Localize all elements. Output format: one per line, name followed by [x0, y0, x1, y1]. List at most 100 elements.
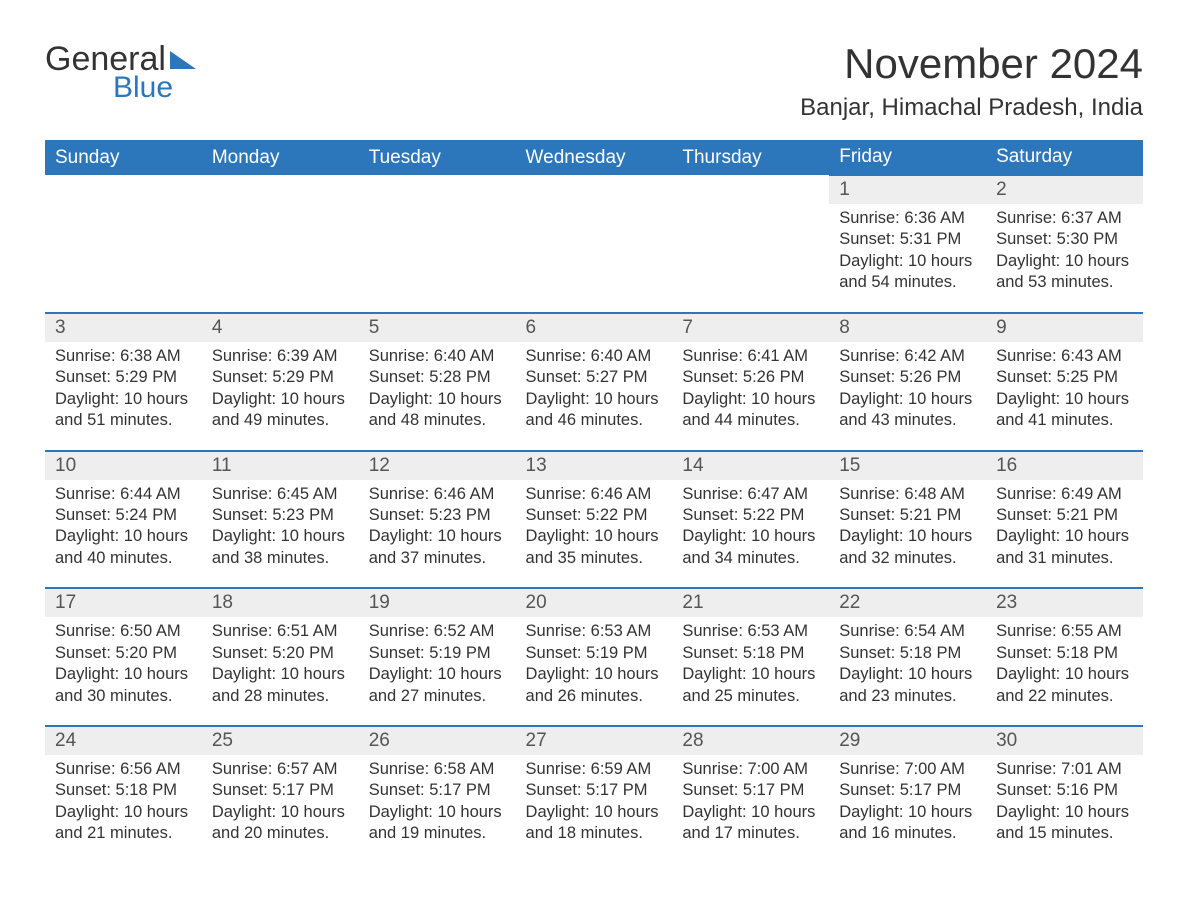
calendar-cell: 5 Sunrise: 6:40 AMSunset: 5:28 PMDaylight…	[359, 313, 516, 451]
calendar-cell-blank	[516, 175, 673, 313]
day-info: Sunrise: 6:45 AMSunset: 5:23 PMDaylight:…	[212, 484, 349, 570]
calendar-cell: 14 Sunrise: 6:47 AMSunset: 5:22 PMDayligh…	[672, 451, 829, 589]
calendar-cell-blank	[45, 175, 202, 313]
calendar-cell: 11 Sunrise: 6:45 AMSunset: 5:23 PMDayligh…	[202, 451, 359, 589]
day-number: 18	[202, 589, 359, 617]
calendar-cell: 17 Sunrise: 6:50 AMSunset: 5:20 PMDayligh…	[45, 588, 202, 726]
calendar-cell: 16 Sunrise: 6:49 AMSunset: 5:21 PMDayligh…	[986, 451, 1143, 589]
calendar-cell-blank	[202, 175, 359, 313]
day-number: 20	[516, 589, 673, 617]
calendar-cell: 28 Sunrise: 7:00 AMSunset: 5:17 PMDayligh…	[672, 726, 829, 863]
day-number: 28	[672, 727, 829, 755]
day-number: 26	[359, 727, 516, 755]
day-info: Sunrise: 6:52 AMSunset: 5:19 PMDaylight:…	[369, 621, 506, 707]
calendar-cell: 20 Sunrise: 6:53 AMSunset: 5:19 PMDayligh…	[516, 588, 673, 726]
calendar-cell: 13Sunrise: 6:46 AMSunset: 5:22 PMDayligh…	[516, 451, 673, 589]
calendar-week-row: 3Sunrise: 6:38 AMSunset: 5:29 PMDaylight…	[45, 313, 1143, 451]
day-header: Wednesday	[516, 140, 673, 175]
day-number: 3	[45, 314, 202, 342]
calendar-cell: 30 Sunrise: 7:01 AMSunset: 5:16 PMDayligh…	[986, 726, 1143, 863]
day-info: Sunrise: 6:53 AMSunset: 5:18 PMDaylight:…	[682, 621, 819, 707]
day-info: Sunrise: 6:48 AMSunset: 5:21 PMDaylight:…	[839, 484, 976, 570]
calendar-week-row: 17 Sunrise: 6:50 AMSunset: 5:20 PMDayligh…	[45, 588, 1143, 726]
logo-triangle-icon	[170, 51, 196, 69]
logo: General Blue	[45, 40, 196, 105]
day-number: 27	[516, 727, 673, 755]
calendar-cell: 22 Sunrise: 6:54 AMSunset: 5:18 PMDayligh…	[829, 588, 986, 726]
title-block: November 2024 Banjar, Himachal Pradesh, …	[800, 40, 1143, 122]
calendar-cell: 26Sunrise: 6:58 AMSunset: 5:17 PMDayligh…	[359, 726, 516, 863]
day-number: 7	[672, 314, 829, 342]
day-header: Saturday	[986, 140, 1143, 175]
day-header-row: SundayMondayTuesdayWednesdayThursdayFrid…	[45, 140, 1143, 175]
day-info: Sunrise: 7:01 AMSunset: 5:16 PMDaylight:…	[996, 759, 1133, 845]
calendar-cell-blank	[672, 175, 829, 313]
day-info: Sunrise: 6:42 AMSunset: 5:26 PMDaylight:…	[839, 346, 976, 432]
calendar-cell: 7 Sunrise: 6:41 AMSunset: 5:26 PMDaylight…	[672, 313, 829, 451]
day-info: Sunrise: 6:37 AMSunset: 5:30 PMDaylight:…	[996, 208, 1133, 294]
day-info: Sunrise: 6:59 AMSunset: 5:17 PMDaylight:…	[526, 759, 663, 845]
day-number: 30	[986, 727, 1143, 755]
page-header: General Blue November 2024 Banjar, Himac…	[45, 40, 1143, 122]
calendar-cell: 8 Sunrise: 6:42 AMSunset: 5:26 PMDaylight…	[829, 313, 986, 451]
calendar-week-row: 24 Sunrise: 6:56 AMSunset: 5:18 PMDayligh…	[45, 726, 1143, 863]
calendar-cell: 10 Sunrise: 6:44 AMSunset: 5:24 PMDayligh…	[45, 451, 202, 589]
day-number: 24	[45, 727, 202, 755]
day-info: Sunrise: 7:00 AMSunset: 5:17 PMDaylight:…	[839, 759, 976, 845]
day-header: Friday	[829, 140, 986, 175]
day-header: Thursday	[672, 140, 829, 175]
day-number: 14	[672, 452, 829, 480]
day-number: 15	[829, 452, 986, 480]
day-info: Sunrise: 6:50 AMSunset: 5:20 PMDaylight:…	[55, 621, 192, 707]
calendar-cell: 19 Sunrise: 6:52 AMSunset: 5:19 PMDayligh…	[359, 588, 516, 726]
day-number: 4	[202, 314, 359, 342]
day-number: 6	[516, 314, 673, 342]
calendar-cell: 15 Sunrise: 6:48 AMSunset: 5:21 PMDayligh…	[829, 451, 986, 589]
day-info: Sunrise: 6:47 AMSunset: 5:22 PMDaylight:…	[682, 484, 819, 570]
day-info: Sunrise: 6:41 AMSunset: 5:26 PMDaylight:…	[682, 346, 819, 432]
day-info: Sunrise: 6:39 AMSunset: 5:29 PMDaylight:…	[212, 346, 349, 432]
calendar-cell: 23 Sunrise: 6:55 AMSunset: 5:18 PMDayligh…	[986, 588, 1143, 726]
calendar-cell: 21 Sunrise: 6:53 AMSunset: 5:18 PMDayligh…	[672, 588, 829, 726]
calendar-cell: 24 Sunrise: 6:56 AMSunset: 5:18 PMDayligh…	[45, 726, 202, 863]
day-info: Sunrise: 6:43 AMSunset: 5:25 PMDaylight:…	[996, 346, 1133, 432]
day-number: 23	[986, 589, 1143, 617]
day-info: Sunrise: 6:54 AMSunset: 5:18 PMDaylight:…	[839, 621, 976, 707]
day-number: 19	[359, 589, 516, 617]
day-number: 1	[829, 176, 986, 204]
logo-text-blue: Blue	[113, 71, 173, 105]
day-info: Sunrise: 6:46 AMSunset: 5:22 PMDaylight:…	[526, 484, 663, 570]
day-number: 12	[359, 452, 516, 480]
day-info: Sunrise: 6:40 AMSunset: 5:28 PMDaylight:…	[369, 346, 506, 432]
day-info: Sunrise: 6:44 AMSunset: 5:24 PMDaylight:…	[55, 484, 192, 570]
day-header: Tuesday	[359, 140, 516, 175]
day-number: 21	[672, 589, 829, 617]
day-number: 22	[829, 589, 986, 617]
day-number: 17	[45, 589, 202, 617]
day-number: 9	[986, 314, 1143, 342]
day-number: 10	[45, 452, 202, 480]
day-info: Sunrise: 6:49 AMSunset: 5:21 PMDaylight:…	[996, 484, 1133, 570]
calendar-week-row: 10 Sunrise: 6:44 AMSunset: 5:24 PMDayligh…	[45, 451, 1143, 589]
day-info: Sunrise: 6:55 AMSunset: 5:18 PMDaylight:…	[996, 621, 1133, 707]
location-subtitle: Banjar, Himachal Pradesh, India	[800, 94, 1143, 122]
day-number: 8	[829, 314, 986, 342]
calendar-table: SundayMondayTuesdayWednesdayThursdayFrid…	[45, 140, 1143, 863]
day-info: Sunrise: 6:56 AMSunset: 5:18 PMDaylight:…	[55, 759, 192, 845]
day-info: Sunrise: 7:00 AMSunset: 5:17 PMDaylight:…	[682, 759, 819, 845]
day-info: Sunrise: 6:51 AMSunset: 5:20 PMDaylight:…	[212, 621, 349, 707]
calendar-cell: 25Sunrise: 6:57 AMSunset: 5:17 PMDayligh…	[202, 726, 359, 863]
day-header: Monday	[202, 140, 359, 175]
calendar-cell: 18 Sunrise: 6:51 AMSunset: 5:20 PMDayligh…	[202, 588, 359, 726]
day-info: Sunrise: 6:46 AMSunset: 5:23 PMDaylight:…	[369, 484, 506, 570]
calendar-cell: 27 Sunrise: 6:59 AMSunset: 5:17 PMDayligh…	[516, 726, 673, 863]
calendar-cell: 3Sunrise: 6:38 AMSunset: 5:29 PMDaylight…	[45, 313, 202, 451]
day-info: Sunrise: 6:36 AMSunset: 5:31 PMDaylight:…	[839, 208, 976, 294]
calendar-cell: 29Sunrise: 7:00 AMSunset: 5:17 PMDayligh…	[829, 726, 986, 863]
day-number: 11	[202, 452, 359, 480]
day-info: Sunrise: 6:53 AMSunset: 5:19 PMDaylight:…	[526, 621, 663, 707]
day-number: 16	[986, 452, 1143, 480]
day-number: 2	[986, 176, 1143, 204]
day-number: 25	[202, 727, 359, 755]
day-number: 5	[359, 314, 516, 342]
